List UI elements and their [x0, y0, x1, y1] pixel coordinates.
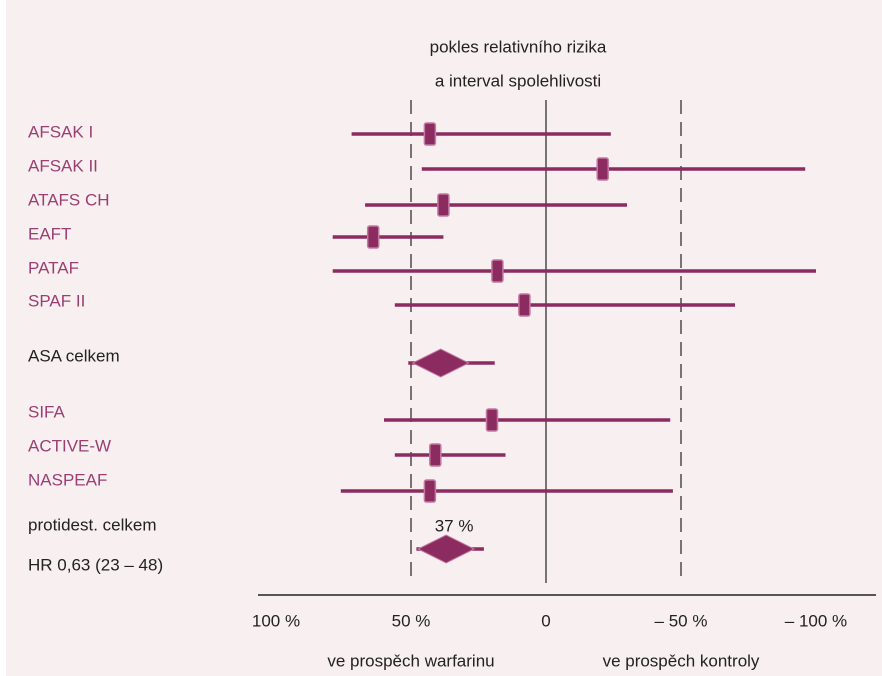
row-label: ATAFS CH — [28, 190, 110, 209]
x-tick-label: 100 % — [252, 611, 300, 630]
x-label: ve prospěch kontroly — [603, 651, 760, 670]
value-label: 37 % — [435, 516, 474, 535]
point-box — [491, 259, 504, 283]
point-diamond — [416, 534, 476, 564]
point-box — [596, 157, 609, 181]
point-box — [423, 479, 437, 503]
point-box — [423, 122, 437, 146]
row-label: SIFA — [28, 402, 66, 421]
background — [6, 0, 882, 676]
x-label: ve prospěch warfarinu — [327, 651, 494, 670]
row-label: ACTIVE-W — [28, 436, 111, 455]
point-box — [429, 443, 442, 467]
row-label: protidest. celkem — [28, 515, 157, 534]
row-label: AFSAK I — [28, 122, 93, 141]
x-tick-label: – 50 % — [655, 611, 708, 630]
x-tick-label: 0 — [541, 611, 550, 630]
point-diamond — [411, 348, 470, 378]
row-label: AFSAK II — [28, 156, 98, 175]
row-subtitle: HR 0,63 (23 – 48) — [28, 555, 163, 574]
row-label: PATAF — [28, 258, 79, 277]
x-tick-label: 50 % — [392, 611, 431, 630]
row-label: NASPEAF — [28, 470, 107, 489]
point-box — [518, 293, 531, 317]
title-line: pokles relativního rizika — [430, 37, 607, 56]
title-line: a interval spolehlivosti — [435, 71, 601, 90]
point-box — [366, 225, 380, 249]
point-box — [437, 193, 450, 217]
row-label: EAFT — [28, 224, 71, 243]
row-label: ASA celkem — [28, 346, 120, 365]
point-box — [485, 408, 499, 432]
x-tick-label: – 100 % — [785, 611, 847, 630]
row-label: SPAF II — [28, 291, 85, 310]
